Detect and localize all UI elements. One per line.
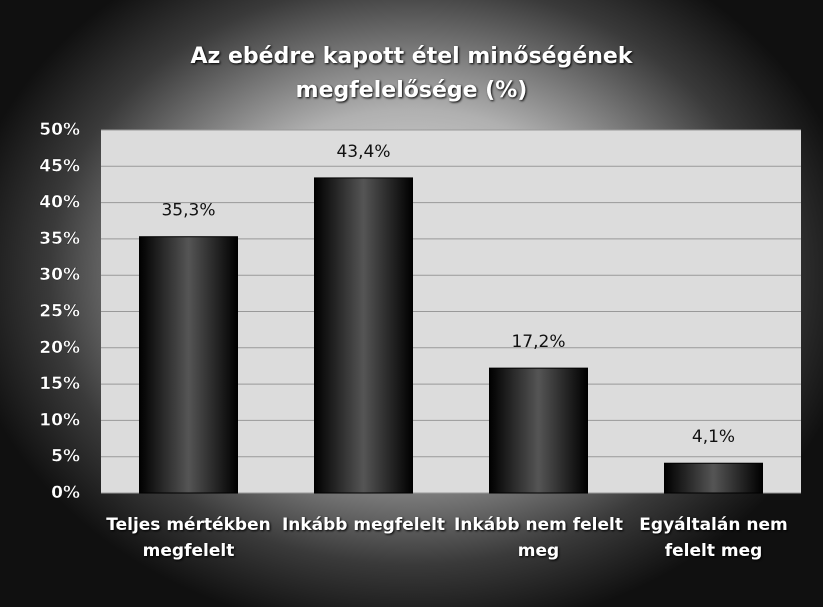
x-tick-label: Inkább nem felelt meg xyxy=(454,515,623,561)
y-tick-label: 35% xyxy=(39,229,80,249)
data-label: 43,4% xyxy=(336,142,390,162)
bar xyxy=(664,462,763,494)
data-label: 17,2% xyxy=(511,332,565,352)
y-tick-label: 10% xyxy=(39,410,80,430)
y-tick-label: 15% xyxy=(39,374,80,394)
y-tick-label: 30% xyxy=(39,265,80,285)
chart-title: Az ebédre kapott étel minőségének megfel… xyxy=(190,44,633,103)
y-tick-label: 25% xyxy=(39,302,80,322)
y-tick-label: 0% xyxy=(51,483,80,503)
y-tick-label: 50% xyxy=(39,120,80,140)
bar xyxy=(314,177,413,494)
x-tick-label: Egyáltalán nem felelt meg xyxy=(639,515,788,561)
y-tick-label: 45% xyxy=(39,156,80,176)
y-tick-label: 20% xyxy=(39,338,80,358)
y-tick-label: 5% xyxy=(51,447,80,467)
bar xyxy=(139,236,238,494)
x-tick-label: Inkább megfelelt xyxy=(281,515,446,535)
x-tick-label: Teljes mértékben megfelelt xyxy=(106,515,271,561)
y-tick-label: 40% xyxy=(39,193,80,213)
data-label: 4,1% xyxy=(692,427,735,447)
bar xyxy=(489,367,588,494)
data-label: 35,3% xyxy=(161,201,215,221)
